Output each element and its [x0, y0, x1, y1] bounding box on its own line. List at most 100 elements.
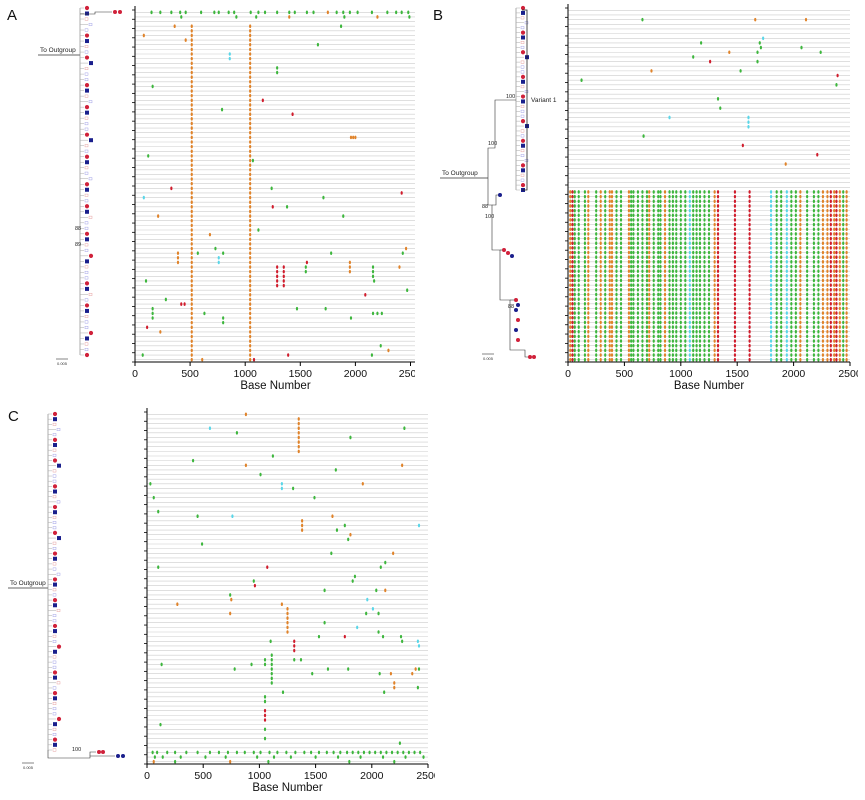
snp-marker: [608, 213, 611, 218]
snp-marker: [287, 353, 290, 357]
snp-marker: [785, 264, 788, 269]
snp-marker: [659, 204, 662, 208]
snp-marker: [684, 292, 687, 297]
leaf-label-marker: [88, 23, 93, 26]
snp-marker: [142, 195, 145, 200]
snp-marker: [577, 246, 580, 250]
leaf-label-marker: [84, 342, 89, 346]
snp-marker: [652, 288, 655, 292]
snp-marker: [645, 292, 649, 297]
snp-marker: [249, 163, 252, 167]
snp-marker: [190, 38, 193, 42]
snp-marker: [657, 208, 660, 213]
snp-marker: [249, 357, 252, 362]
snp-marker: [769, 213, 773, 218]
snp-marker: [326, 10, 329, 15]
x-tick-label: 1500: [726, 368, 750, 380]
snp-marker: [785, 292, 788, 297]
snp-marker: [663, 320, 667, 325]
snp-marker: [636, 190, 640, 194]
snp-marker: [632, 325, 635, 329]
snp-marker: [174, 759, 177, 764]
snp-marker: [684, 204, 687, 208]
snp-marker: [679, 306, 682, 311]
snp-marker: [349, 435, 352, 440]
snp-marker: [608, 306, 611, 311]
snp-marker: [838, 222, 841, 227]
snp-marker: [804, 17, 808, 22]
snp-marker: [780, 353, 783, 357]
snp-marker: [790, 357, 793, 362]
snp-marker: [648, 297, 651, 301]
snp-marker: [366, 597, 369, 602]
snp-marker: [799, 190, 802, 194]
snp-marker: [799, 199, 802, 204]
snp-marker: [659, 218, 662, 222]
snp-marker: [845, 288, 848, 292]
snp-marker: [829, 208, 832, 213]
snp-marker: [599, 339, 602, 343]
snp-marker: [806, 241, 809, 246]
snp-marker: [671, 325, 675, 329]
snp-marker: [645, 334, 649, 339]
snp-marker: [713, 278, 716, 283]
snp-marker: [794, 315, 797, 320]
snp-marker: [648, 264, 651, 269]
snp-marker: [282, 279, 285, 283]
snp-marker: [595, 274, 598, 278]
snp-marker: [632, 292, 635, 297]
snp-marker: [627, 353, 631, 357]
snp-marker: [826, 236, 829, 241]
snp-marker: [630, 301, 633, 306]
snp-marker: [816, 152, 819, 157]
snp-marker: [583, 264, 587, 269]
snp-marker: [577, 278, 580, 283]
snp-marker: [703, 334, 706, 339]
snp-marker: [799, 343, 802, 348]
snp-marker: [630, 297, 633, 301]
snp-marker: [675, 246, 678, 250]
snp-marker: [196, 750, 199, 755]
snp-marker: [652, 306, 655, 311]
snp-marker: [663, 194, 667, 199]
snp-marker: [406, 288, 409, 293]
snp-marker: [648, 213, 651, 218]
leaf-label-marker: [52, 546, 57, 550]
snp-marker: [571, 357, 574, 362]
snp-marker: [249, 117, 252, 121]
snp-marker: [684, 297, 687, 301]
snp-marker: [310, 750, 313, 755]
snp-marker: [632, 357, 635, 362]
snp-marker: [684, 315, 687, 320]
snp-marker: [695, 311, 698, 315]
snp-marker: [645, 274, 649, 278]
snp-marker: [636, 222, 640, 227]
snp-marker: [610, 250, 614, 255]
snp-marker: [615, 246, 618, 250]
snp-marker: [780, 288, 783, 292]
snp-marker: [733, 264, 737, 269]
snp-marker: [692, 236, 695, 241]
snp-marker: [190, 107, 193, 112]
snp-marker: [698, 199, 702, 204]
snp-marker: [583, 357, 587, 362]
snp-marker: [688, 194, 691, 199]
snp-marker: [668, 218, 671, 222]
leaf-label-marker: [52, 588, 57, 592]
snp-marker: [269, 639, 272, 644]
snp-marker: [806, 236, 809, 241]
snp-marker: [353, 574, 357, 579]
snp-marker: [650, 69, 653, 73]
snp-marker: [769, 236, 773, 241]
snp-marker: [826, 343, 829, 348]
snp-marker: [692, 329, 695, 334]
snp-marker: [636, 246, 640, 250]
snp-marker: [845, 246, 848, 250]
snp-marker: [610, 288, 614, 292]
snp-marker: [785, 278, 788, 283]
snp-marker: [692, 278, 695, 283]
snp-marker: [703, 306, 706, 311]
snp-marker: [276, 70, 279, 75]
snp-marker: [716, 357, 720, 362]
snp-marker: [297, 449, 300, 454]
